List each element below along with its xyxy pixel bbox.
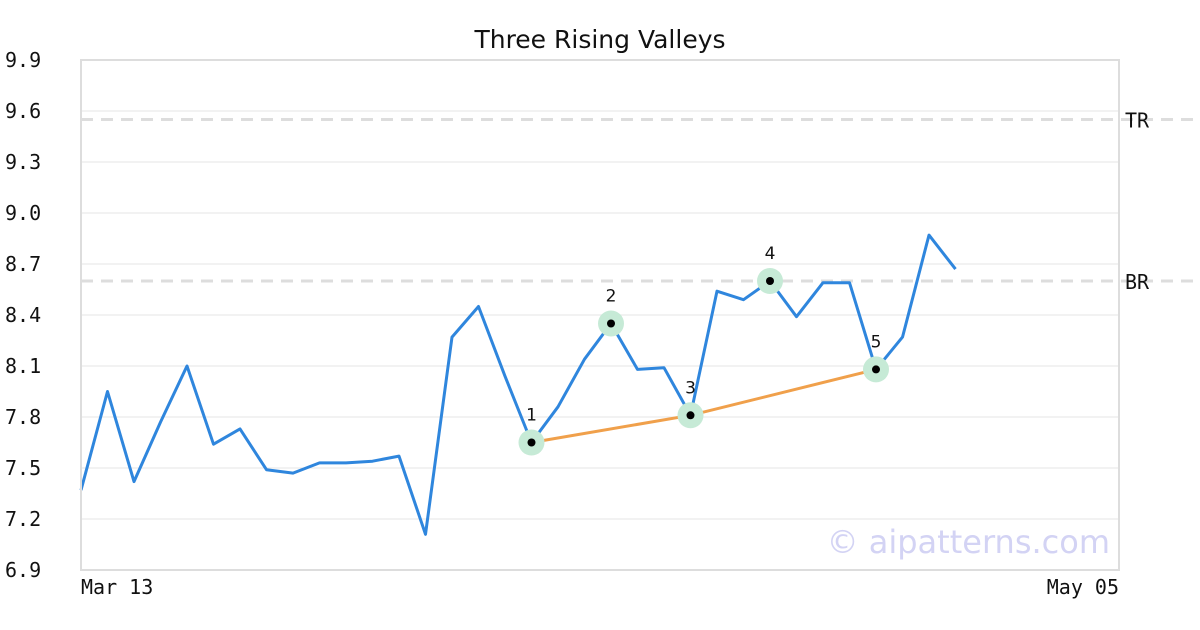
y-tick-label: 7.5 bbox=[5, 456, 41, 480]
x-tick-label: May 05 bbox=[1047, 575, 1119, 599]
trend-line bbox=[531, 367, 877, 444]
y-tick-label: 9.9 bbox=[5, 48, 41, 72]
y-tick-label: 8.1 bbox=[5, 354, 41, 378]
pattern-points: 1 2 3 4 5 bbox=[518, 244, 889, 456]
y-axis-ticks: 9.9 9.6 9.3 9.0 8.7 8.4 8.1 7.8 7.5 7.2 6.9 bbox=[5, 48, 41, 582]
reference-label: TR bbox=[1125, 109, 1150, 133]
pattern-point-label: 2 bbox=[606, 287, 617, 307]
y-tick-label: 9.0 bbox=[5, 201, 41, 225]
y-tick-label: 9.6 bbox=[5, 99, 41, 123]
pattern-point-dot bbox=[527, 438, 536, 447]
reference-lines: TR BR bbox=[81, 109, 1200, 294]
pattern-point-label: 3 bbox=[685, 378, 696, 398]
grid bbox=[81, 59, 1119, 571]
pattern-point-label: 4 bbox=[765, 244, 776, 264]
plot-frame bbox=[80, 59, 1120, 571]
pattern-point-dot bbox=[686, 411, 695, 420]
pattern-point-dot bbox=[872, 365, 880, 374]
pattern-point-label: 5 bbox=[871, 332, 882, 352]
y-tick-label: 8.7 bbox=[5, 252, 41, 276]
x-axis-ticks: Mar 13 May 05 bbox=[81, 575, 1119, 599]
y-tick-label: 8.4 bbox=[5, 303, 41, 327]
chart-title: Three Rising Valleys bbox=[473, 25, 725, 54]
pattern-point-dot bbox=[766, 277, 774, 285]
x-tick-label: Mar 13 bbox=[81, 575, 153, 599]
reference-label: BR bbox=[1125, 270, 1150, 294]
pattern-point-label: 1 bbox=[526, 406, 537, 426]
y-tick-label: 7.8 bbox=[5, 405, 41, 429]
price-line bbox=[79, 233, 957, 536]
pattern-point-dot bbox=[607, 319, 615, 328]
y-tick-label: 9.3 bbox=[5, 150, 41, 174]
y-tick-label: 7.2 bbox=[5, 507, 41, 531]
y-tick-label: 6.9 bbox=[5, 558, 41, 582]
watermark: © aipatterns.com bbox=[827, 523, 1110, 561]
